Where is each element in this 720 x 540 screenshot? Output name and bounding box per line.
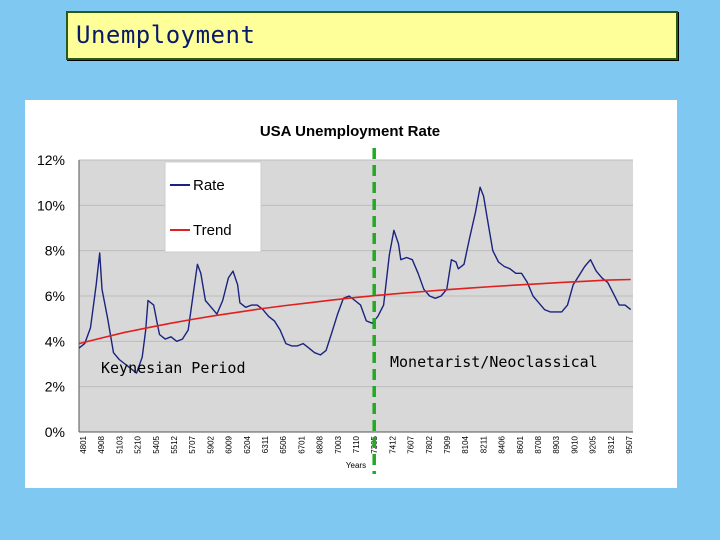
series-lines	[78, 186, 632, 374]
x-tick-label: 6204	[243, 435, 252, 453]
x-tick-label: 7110	[352, 435, 361, 453]
legend-label: Trend	[193, 222, 232, 239]
x-tick-label: 7412	[388, 435, 397, 453]
x-tick-label: 9010	[570, 435, 579, 453]
x-tick-label: 9312	[607, 435, 616, 453]
x-tick-label: 6506	[279, 435, 288, 453]
x-tick-label: 7802	[425, 435, 434, 453]
x-tick-label: 6009	[225, 435, 234, 453]
x-tick-label: 8903	[552, 435, 561, 453]
x-tick-label: 6311	[261, 435, 270, 453]
x-tick-label: 7003	[334, 435, 343, 453]
x-tick-label: 5902	[206, 435, 215, 453]
legend-box	[164, 161, 262, 253]
x-tick-label: 8211	[479, 435, 488, 453]
x-tick-label: 8708	[534, 435, 543, 453]
y-tick-label: 6%	[45, 288, 65, 304]
x-tick-label: 8104	[461, 435, 470, 453]
legend-label: Rate	[193, 177, 225, 194]
slide-title: Unemployment	[76, 21, 256, 49]
x-tick-label: 7909	[443, 435, 452, 453]
x-tick-label: 9205	[589, 435, 598, 453]
y-tick-label: 0%	[45, 424, 65, 440]
keynesian-period-label: Keynesian Period	[101, 359, 246, 377]
chart-title: USA Unemployment Rate	[260, 123, 440, 140]
y-tick-label: 12%	[37, 152, 65, 168]
series-line-trend	[78, 278, 631, 345]
x-tick-label: 9507	[625, 435, 634, 453]
x-axis-ticks: 4801 4908 5103 5210 5405 5512 5707 5902 6009 6204…	[79, 435, 634, 453]
y-tick-label: 4%	[45, 333, 65, 349]
chart-panel: USA Unemployment Rate 0% 2% 4% 6% 8% 10% 12% 4…	[25, 100, 677, 488]
x-tick-label: 4908	[97, 435, 106, 453]
y-tick-label: 8%	[45, 243, 65, 259]
x-axis-label: Years	[346, 461, 366, 470]
x-tick-label: 4801	[79, 435, 88, 453]
x-tick-label: 5405	[152, 435, 161, 453]
x-tick-label: 6701	[297, 435, 306, 453]
monetarist-period-label: Monetarist/Neoclassical	[390, 353, 598, 371]
x-tick-label: 6808	[316, 435, 325, 453]
y-axis-ticks: 0% 2% 4% 6% 8% 10% 12%	[37, 152, 65, 440]
series-line-rate	[78, 186, 632, 374]
y-tick-label: 2%	[45, 379, 65, 395]
x-tick-label: 8601	[516, 435, 525, 453]
x-tick-label: 5210	[134, 435, 143, 453]
unemployment-chart: USA Unemployment Rate 0% 2% 4% 6% 8% 10% 12% 4…	[37, 123, 634, 474]
x-tick-label: 5103	[115, 435, 124, 453]
y-tick-label: 10%	[37, 197, 65, 213]
x-tick-label: 5512	[170, 435, 179, 453]
grid-lines	[78, 159, 633, 433]
x-tick-label: 5707	[188, 435, 197, 453]
x-tick-label: 8406	[498, 435, 507, 453]
legend: Rate Trend	[164, 161, 262, 253]
slide-title-box: Unemployment	[66, 11, 678, 60]
x-tick-label: 7607	[407, 435, 416, 453]
